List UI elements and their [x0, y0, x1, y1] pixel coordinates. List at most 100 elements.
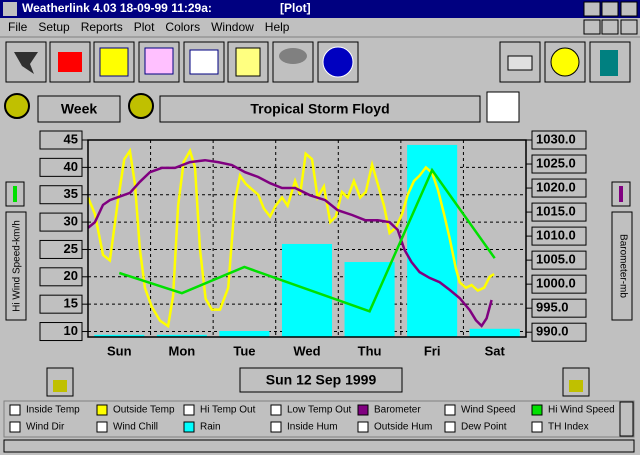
icon: [58, 52, 82, 72]
minimize-button[interactable]: [583, 1, 601, 17]
lock-icon: [53, 380, 67, 392]
plot-name-field[interactable]: [159, 95, 481, 123]
legend-checkbox[interactable]: [357, 421, 369, 433]
menu-bar: File Setup Reports Plot Colors Window Help: [8, 20, 290, 34]
menu-item[interactable]: Colors: [165, 20, 200, 34]
y-tick-label: 25: [64, 241, 78, 256]
icon: [507, 55, 533, 71]
menu-item[interactable]: Window: [211, 20, 254, 34]
legend-checkbox[interactable]: [183, 404, 195, 416]
series-line: [118, 167, 496, 313]
swatch: [13, 186, 17, 202]
tool-button[interactable]: [5, 41, 47, 83]
menu-item[interactable]: Plot: [134, 20, 155, 34]
menu-item[interactable]: File: [8, 20, 28, 34]
legend-label: Wind Speed: [461, 405, 515, 416]
menu-item[interactable]: Help: [265, 20, 290, 34]
legend-label: Inside Temp: [26, 405, 80, 416]
legend-checkbox[interactable]: [9, 421, 21, 433]
legend-checkbox[interactable]: [9, 404, 21, 416]
toolbar: [5, 41, 631, 83]
horizontal-scrollbar[interactable]: [3, 439, 635, 453]
menu-item[interactable]: Reports: [81, 20, 123, 34]
legend-label: Hi Wind Speed: [548, 405, 615, 416]
zoom-out-button[interactable]: [128, 93, 154, 119]
window-document: [Plot]: [280, 1, 311, 15]
legend-label: Outside Hum: [374, 422, 432, 433]
restore-button[interactable]: [601, 1, 619, 17]
y2-tick-label: 1000.0: [536, 276, 576, 291]
y2-tick-label: 1030.0: [536, 131, 576, 146]
x-tick-label: Mon: [168, 343, 195, 358]
x-tick-label: Thu: [358, 343, 382, 358]
period-button[interactable]: [37, 95, 121, 123]
y-axis-label: Hi Wind Speed-km/h: [12, 220, 23, 312]
legend-label: Barometer: [374, 405, 421, 416]
plot-border: [87, 139, 527, 338]
period-label: Week: [61, 101, 98, 117]
x-tick-label: Fri: [424, 343, 441, 358]
legend-checkbox[interactable]: [96, 421, 108, 433]
x-tick-label: Tue: [233, 343, 255, 358]
icon: [279, 48, 307, 64]
legend-checkbox[interactable]: [270, 404, 282, 416]
legend-label: Hi Temp Out: [200, 405, 256, 416]
plot: [86, 139, 526, 337]
close-button[interactable]: [620, 1, 638, 17]
icon: [550, 47, 580, 77]
legend-checkbox[interactable]: [444, 421, 456, 433]
left-axis-button[interactable]: [5, 211, 27, 321]
y2-tick-label: 1020.0: [536, 179, 576, 194]
legend-label: Wind Chill: [113, 422, 158, 433]
icon: [99, 47, 129, 77]
date-button[interactable]: [239, 367, 403, 393]
menu-item[interactable]: Setup: [38, 20, 70, 34]
legend-label: Outside Temp: [113, 405, 175, 416]
window-buttons: [583, 1, 638, 35]
x-tick-label: Sun: [107, 343, 132, 358]
legend-label: Dew Point: [461, 422, 507, 433]
doc-minimize-button[interactable]: [583, 19, 601, 35]
icon: [322, 46, 354, 78]
plot-name: Tropical Storm Floyd: [250, 101, 389, 117]
y-tick-label: 35: [64, 186, 78, 201]
legend-scrollbar[interactable]: [619, 401, 634, 437]
icon: [235, 47, 261, 77]
eraser-button[interactable]: [486, 91, 520, 123]
legend-checkbox[interactable]: [531, 421, 543, 433]
right-axis-button[interactable]: [611, 211, 633, 321]
legend-label: Inside Hum: [287, 422, 338, 433]
bar: [94, 334, 145, 337]
y2-tick-label: 1015.0: [536, 204, 576, 219]
y2-axis-label: Barometer-mb: [617, 234, 628, 298]
app-icon[interactable]: [3, 2, 17, 16]
y2-tick-label: 1010.0: [536, 228, 576, 243]
bar: [407, 144, 458, 337]
icon: [14, 52, 38, 74]
bar: [219, 330, 270, 337]
y2-tick-label: 1025.0: [536, 155, 576, 170]
legend-checkbox[interactable]: [444, 404, 456, 416]
legend-checkbox[interactable]: [96, 404, 108, 416]
legend-checkbox[interactable]: [357, 404, 369, 416]
doc-close-button[interactable]: [620, 19, 638, 35]
y-tick-label: 20: [64, 268, 78, 283]
bar: [469, 328, 520, 337]
x-tick-label: Sat: [485, 343, 506, 358]
legend-checkbox[interactable]: [183, 421, 195, 433]
zoom-in-button[interactable]: [4, 93, 30, 119]
bar: [281, 243, 333, 337]
icon: [600, 50, 618, 76]
icon: [189, 49, 219, 75]
doc-restore-button[interactable]: [601, 19, 619, 35]
legend-panel: [3, 400, 635, 438]
legend-checkbox[interactable]: [270, 421, 282, 433]
legend-checkbox[interactable]: [531, 404, 543, 416]
legend: Inside Temp Outside Temp Hi Temp Out Low Te…: [9, 404, 615, 433]
legend-label: Wind Dir: [26, 422, 65, 433]
legend-label: TH Index: [548, 422, 589, 433]
title-bar: [0, 0, 640, 18]
legend-label: Low Temp Out: [287, 405, 352, 416]
